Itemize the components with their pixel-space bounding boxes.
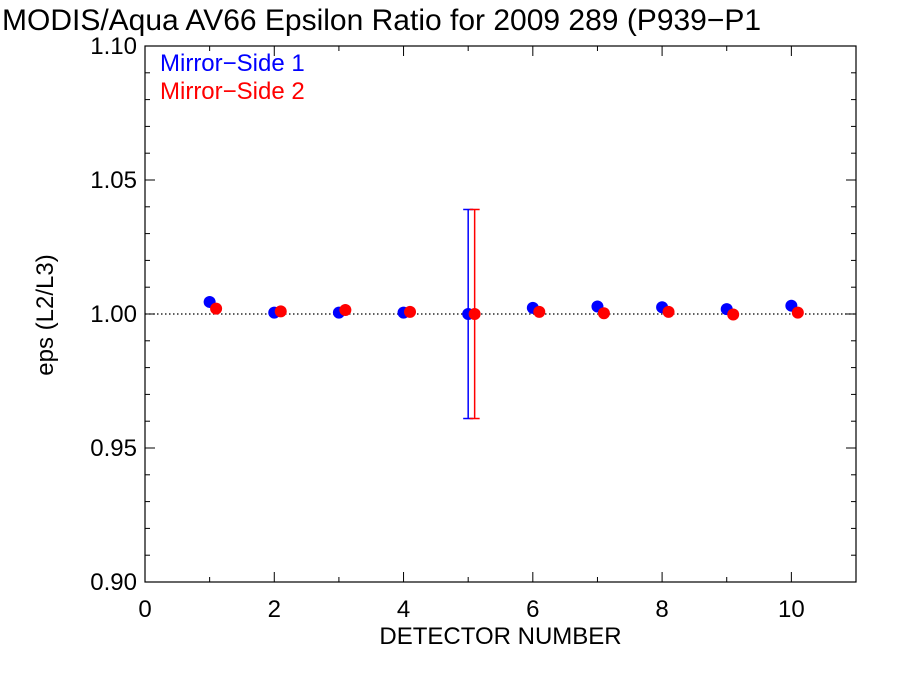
data-point-series-2 [210,302,223,315]
legend-mirror-side-1: Mirror−Side 1 [160,50,305,77]
y-tick-label: 0.95 [90,435,137,462]
y-tick-label: 1.05 [90,167,137,194]
data-point-series-2 [727,308,740,321]
x-tick-label: 2 [268,596,281,623]
x-tick-label: 4 [397,596,410,623]
y-tick-label: 0.90 [90,569,137,596]
data-point-series-2 [468,308,481,320]
x-tick-label: 0 [138,596,151,623]
data-point-series-2 [339,303,352,316]
chart-title: MODIS/Aqua AV66 Epsilon Ratio for 2009 2… [2,4,762,37]
data-point-series-2 [404,305,417,318]
y-tick-label: 1.10 [90,33,137,60]
x-tick-label: 10 [778,596,805,623]
axis-ticks: 0 2 4 6 8 10 0.90 0.95 1.00 1.05 1.10 [90,33,857,623]
x-tick-label: 6 [526,596,539,623]
data-marks [145,208,856,420]
plot-frame [144,45,857,583]
x-axis-label: DETECTOR NUMBER [379,623,622,650]
data-point-series-2 [662,305,675,318]
legend-mirror-side-2: Mirror−Side 2 [160,78,305,105]
data-point-series-2 [533,305,546,318]
data-point-series-2 [597,307,610,320]
y-tick-label: 1.00 [90,301,137,328]
data-point-series-2 [791,306,804,319]
x-tick-label: 8 [655,596,668,623]
data-point-series-2 [274,305,287,318]
y-axis-label: eps (L2/L3) [32,254,59,376]
